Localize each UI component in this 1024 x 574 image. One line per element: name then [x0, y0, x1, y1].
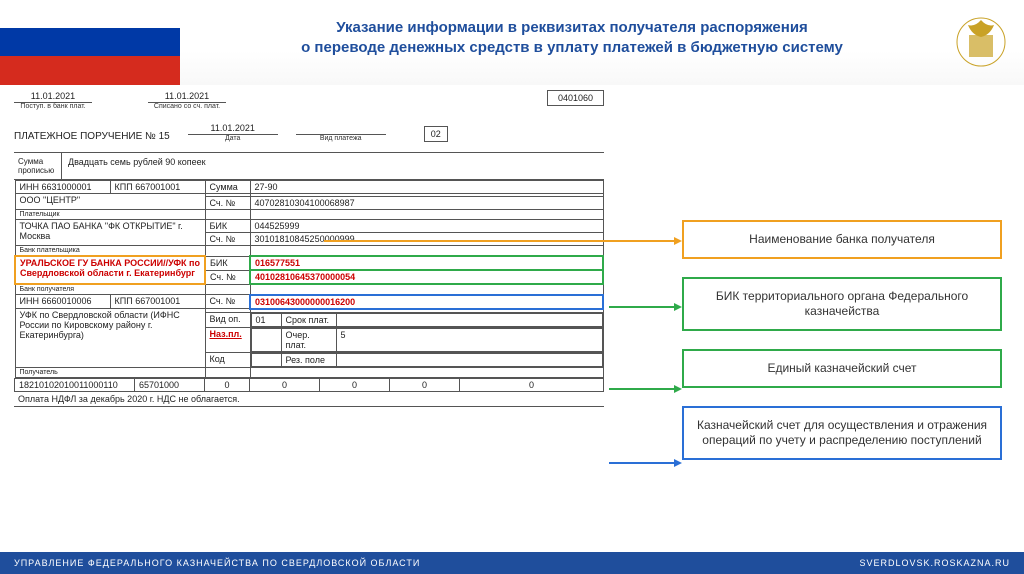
callout-bik: БИК территориального органа Федерального…	[682, 277, 1002, 331]
recipient-bik: 016577551	[250, 256, 603, 270]
recipient-bank-acct: 40102810645370000054	[250, 270, 603, 284]
bik-label-1: БИК	[205, 220, 250, 233]
callout-single-account: Единый казначейский счет	[682, 349, 1002, 388]
kod-label: Код	[205, 352, 250, 367]
date-received: 11.01.2021	[14, 90, 92, 103]
callout-bank-name: Наименование банка получателя	[682, 220, 1002, 259]
doc-num: 0	[320, 378, 390, 391]
recipient-section-label: Получатель	[15, 367, 205, 377]
content-area: 11.01.2021 Поступ. в банк плат. 11.01.20…	[14, 90, 1010, 546]
payer-bank-name: ТОЧКА ПАО БАНКА "ФК ОТКРЫТИЕ" г. Москва	[20, 221, 201, 241]
naz-pl-label: Наз.пл.	[205, 327, 250, 352]
oktmo: 65701000	[135, 378, 205, 391]
arrow-blue	[609, 462, 674, 464]
recipient-bank-name: УРАЛЬСКОЕ ГУ БАНКА РОССИИ//УФК по Свердл…	[20, 258, 200, 278]
acct-label-4: Сч. №	[205, 295, 250, 309]
acct-label-2: Сч. №	[205, 233, 250, 246]
vid-op: 01	[251, 313, 281, 326]
payment-details-table: ИНН 6631000001 КПП 667001001 Сумма 27-90…	[14, 180, 604, 378]
payer-name: ООО "ЦЕНТР"	[20, 195, 201, 205]
recip-inn: 6660010006	[41, 296, 91, 306]
slide: Указание информации в реквизитах получат…	[0, 0, 1024, 574]
recipient-name: УФК по Свердловской области (ИФНС России…	[20, 310, 201, 340]
footer-url: SVERDLOVSK.ROSKAZNA.RU	[859, 558, 1010, 568]
callout-list: Наименование банка получателя БИК террит…	[682, 220, 1002, 460]
rez-label: Рез. поле	[281, 353, 336, 366]
payer-bank-section-label: Банк плательщика	[15, 246, 205, 257]
treasury-emblem-icon	[954, 15, 1009, 70]
date-debited-label: Списано со сч. плат.	[148, 103, 226, 110]
payer-section-label: Плательщик	[15, 210, 205, 220]
sum-label: Сумма	[205, 181, 250, 194]
callout-treasury-account: Казначейский счет для осуществления и от…	[682, 406, 1002, 460]
bik-label-2: БИК	[205, 256, 250, 270]
payer-bank-acct: 30101810845250000999	[250, 233, 603, 246]
doc-date: 0	[390, 378, 460, 391]
slide-title: Указание информации в реквизитах получат…	[200, 18, 944, 59]
kbk: 18210102010011000110	[15, 378, 135, 391]
acct-label-1: Сч. №	[205, 197, 250, 210]
arrow-orange	[324, 240, 674, 242]
ocher: 5	[336, 328, 602, 351]
footer-org: УПРАВЛЕНИЕ ФЕДЕРАЛЬНОГО КАЗНАЧЕЙСТВА ПО …	[14, 558, 420, 568]
title-line-1: Указание информации в реквизитах получат…	[200, 18, 944, 38]
payer-acct: 40702810304100068987	[250, 197, 603, 210]
title-line-2: о переводе денежных средств в уплату пла…	[200, 38, 944, 58]
document-title: ПЛАТЕЖНОЕ ПОРУЧЕНИЕ № 15	[14, 131, 170, 142]
footer: УПРАВЛЕНИЕ ФЕДЕРАЛЬНОГО КАЗНАЧЕЙСТВА ПО …	[0, 552, 1024, 574]
russian-flag	[0, 0, 180, 85]
sum-value: 27-90	[250, 181, 603, 194]
payer-inn: 6631000001	[41, 182, 91, 192]
payment-type	[296, 122, 386, 135]
payer-bik: 044525999	[250, 220, 603, 233]
recip-inn-label: ИНН	[20, 296, 39, 306]
pay-type: 0	[460, 378, 604, 391]
recipient-acct: 03100643000000016200	[250, 295, 603, 309]
sum-words: Двадцать семь рублей 90 копеек	[62, 153, 604, 179]
budget-codes-row: 18210102010011000110 65701000 0 0 0 0 0	[14, 378, 604, 392]
recipient-bank-section-label: Банк получателя	[15, 284, 205, 295]
payer-kpp-label: КПП	[115, 182, 133, 192]
payer-inn-label: ИНН	[20, 182, 39, 192]
document-date-label: Дата	[188, 135, 278, 142]
vid-op-label: Вид оп.	[205, 312, 250, 327]
date-received-label: Поступ. в банк плат.	[14, 103, 92, 110]
recip-kpp: 667001001	[135, 296, 180, 306]
recip-kpp-label: КПП	[115, 296, 133, 306]
payment-type-label: Вид платежа	[296, 135, 386, 142]
payer-kpp: 667001001	[135, 182, 180, 192]
sum-words-label: Сумма прописью	[14, 153, 62, 179]
payment-purpose: Оплата НДФЛ за декабрь 2020 г. НДС не об…	[14, 392, 604, 407]
basis: 0	[205, 378, 250, 391]
srok-label: Срок плат.	[281, 313, 336, 326]
status-code: 02	[424, 126, 448, 142]
date-debited: 11.01.2021	[148, 90, 226, 103]
acct-label-3: Сч. №	[205, 270, 250, 284]
arrow-green-bik	[609, 306, 674, 308]
payment-order-form: 11.01.2021 Поступ. в банк плат. 11.01.20…	[14, 90, 604, 407]
document-date: 11.01.2021	[188, 122, 278, 135]
header: Указание информации в реквизитах получат…	[0, 0, 1024, 85]
form-code: 0401060	[547, 90, 604, 106]
tax-period: 0	[250, 378, 320, 391]
arrow-green-acct	[609, 388, 674, 390]
ocher-label: Очер. плат.	[281, 328, 336, 351]
